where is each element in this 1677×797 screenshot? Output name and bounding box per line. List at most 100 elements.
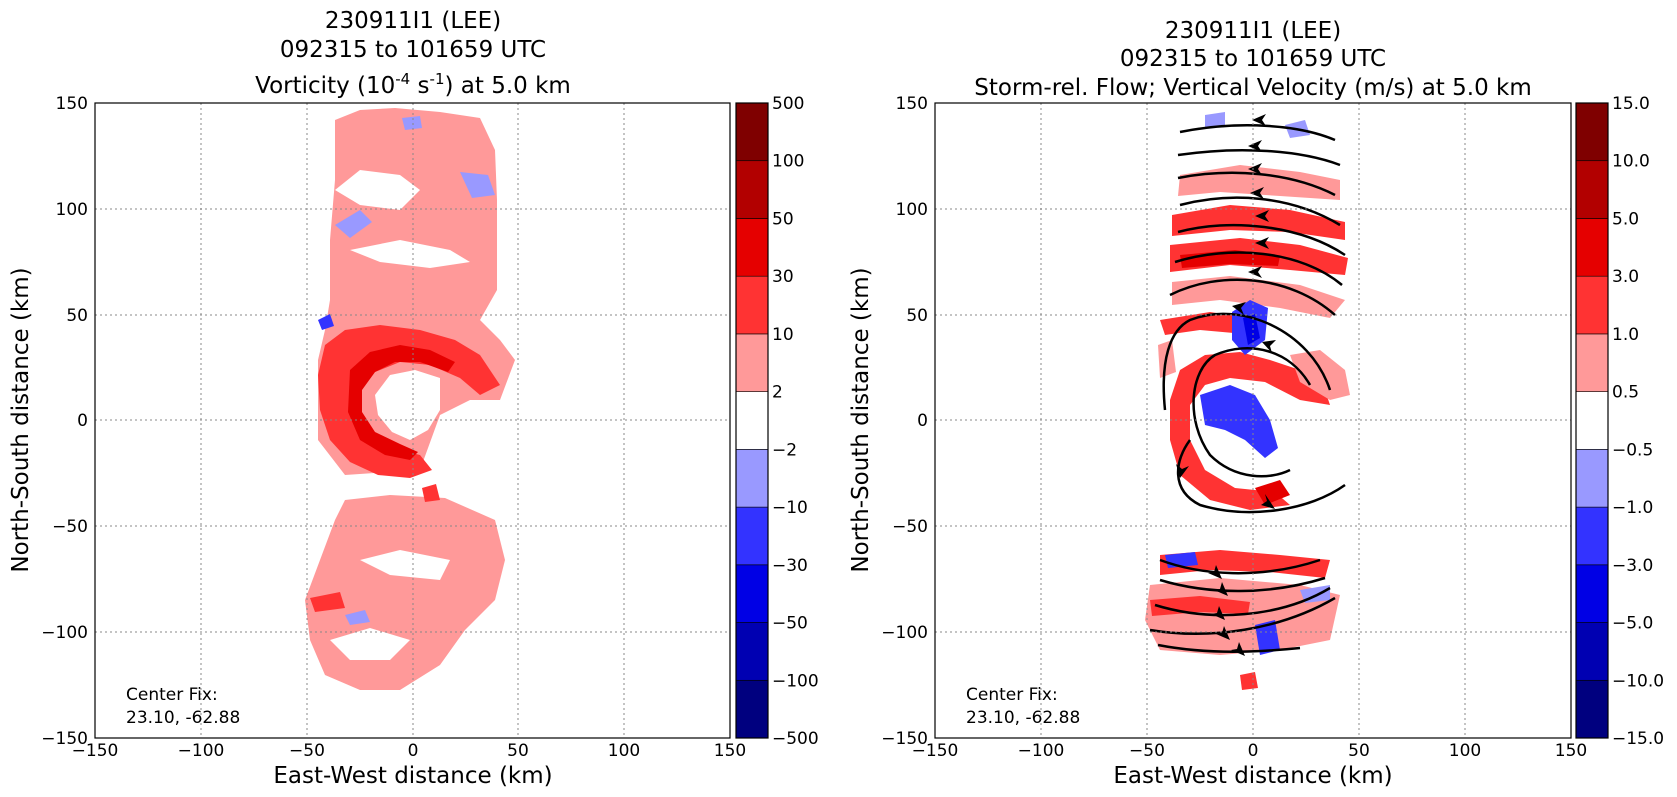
- right-y-ticks: −150 −100 −50 0 50 100 150: [881, 94, 928, 749]
- left-ytick: 50: [66, 306, 88, 326]
- right-ytick: 0: [917, 411, 928, 431]
- left-ytick: 100: [56, 200, 88, 220]
- left-xtick: 100: [608, 741, 640, 761]
- right-xtick: 50: [1348, 741, 1370, 761]
- colorbar-segment: [735, 622, 769, 681]
- colorbar-tick-label: 5.0: [1612, 209, 1639, 229]
- colorbar-segment: [1575, 506, 1609, 566]
- left-title-3-sup1: -4: [395, 70, 410, 88]
- right-center-fix-value: 23.10, -62.88: [966, 708, 1080, 728]
- streamline: [1174, 251, 1343, 286]
- right-colorbar: [1575, 102, 1609, 739]
- colorbar-segment: [1575, 679, 1609, 739]
- colorbar-tick-label: −1.0: [1612, 498, 1653, 518]
- colorbar-segment: [1575, 160, 1609, 219]
- right-x-axis-label: East-West distance (km): [1113, 763, 1392, 789]
- arrowhead: [1261, 494, 1275, 509]
- colorbar-tick-label: −10.0: [1612, 671, 1664, 691]
- left-xtick: −100: [178, 741, 225, 761]
- left-ytick: −50: [52, 517, 88, 537]
- arrowhead: [1248, 140, 1262, 152]
- left-panel: 230911I1 (LEE) 092315 to 101659 UTC Vort…: [8, 8, 819, 789]
- streamline: [1179, 124, 1336, 142]
- right-plot-frame: [934, 102, 1572, 739]
- streamline: [1176, 439, 1346, 514]
- right-ww-eyewall-darkred: [1255, 480, 1290, 505]
- arrowhead: [1211, 606, 1225, 620]
- left-colorbar-ticks: −500 −100 −50 −30 −10 −2 2 10 30 50 100 500: [772, 94, 819, 749]
- colorbar-segment: [1575, 333, 1609, 392]
- colorbar-segment: [735, 391, 769, 450]
- streamline: [1169, 278, 1336, 316]
- left-white-streak-3: [360, 550, 450, 580]
- right-grid: [935, 103, 1571, 738]
- colorbar-tick-label: −2: [772, 440, 797, 460]
- colorbar-segment: [1575, 391, 1609, 450]
- colorbar-segment: [1575, 102, 1609, 162]
- left-blue-patch-2: [460, 172, 495, 198]
- left-title-3-post: ) at 5.0 km: [445, 73, 571, 99]
- left-title-3-sup2: -1: [430, 70, 445, 88]
- arrowhead: [1231, 642, 1245, 656]
- left-plot-frame: [94, 102, 731, 739]
- colorbar-tick-label: −100: [772, 671, 819, 691]
- colorbar-tick-label: 30: [772, 267, 794, 287]
- right-ww-eyewall-red: [1170, 352, 1330, 510]
- colorbar-segment: [735, 160, 769, 219]
- right-ww-red-1: [1172, 205, 1345, 240]
- streamline: [1162, 312, 1332, 411]
- right-ytick: 150: [896, 94, 928, 114]
- colorbar-segment: [735, 449, 769, 508]
- right-xtick: −100: [1018, 741, 1065, 761]
- right-ww-red-south-1: [1160, 550, 1330, 578]
- colorbar-segment: [1575, 564, 1609, 623]
- streamline: [1179, 196, 1341, 227]
- right-ww-pink-east: [1290, 350, 1350, 400]
- colorbar-tick-label: −3.0: [1612, 556, 1653, 576]
- right-ww-red-tail: [1240, 672, 1258, 690]
- left-grid: [95, 103, 730, 738]
- right-colorbar-ticks: −15.0 −10.0 −5.0 −3.0 −1.0 −0.5 0.5 1.0 3.0 5.0 10…: [1612, 94, 1664, 749]
- arrowhead: [1214, 582, 1228, 596]
- left-ytick: 0: [77, 411, 88, 431]
- left-center-fix-value: 23.10, -62.88: [126, 708, 240, 728]
- colorbar-tick-label: 10: [772, 325, 794, 345]
- colorbar-tick-label: 0.5: [1612, 383, 1639, 403]
- colorbar-tick-label: 500: [772, 94, 804, 114]
- right-streamline-arrowheads: [1176, 114, 1276, 656]
- colorbar-segment: [735, 679, 769, 739]
- colorbar-segment: [735, 506, 769, 566]
- left-blue-patch-4: [345, 610, 370, 625]
- colorbar-tick-label: 10.0: [1612, 152, 1650, 172]
- right-ytick: 100: [896, 200, 928, 220]
- colorbar-tick-label: −500: [772, 729, 819, 749]
- right-xtick: −50: [1129, 741, 1165, 761]
- left-xtick: 50: [507, 741, 529, 761]
- right-ytick: 50: [906, 306, 928, 326]
- streamline: [1192, 347, 1312, 478]
- colorbar-frame: [1575, 102, 1609, 739]
- colorbar-segment: [735, 275, 769, 335]
- streamline: [1177, 171, 1336, 197]
- right-ww-blue-north-dark: [1243, 314, 1260, 345]
- streamline: [1177, 223, 1346, 257]
- left-title-line-2: 092315 to 101659 UTC: [280, 37, 546, 63]
- colorbar-segment: [735, 218, 769, 277]
- right-title-line-3: Storm-rel. Flow; Vertical Velocity (m/s)…: [974, 75, 1532, 101]
- streamline: [1149, 596, 1336, 635]
- left-vorticity-core-white: [375, 370, 440, 440]
- left-title-3-pre: Vorticity (10: [255, 73, 395, 99]
- arrowhead: [1250, 187, 1264, 199]
- arrowhead: [1232, 302, 1246, 315]
- arrowhead: [1248, 266, 1262, 278]
- left-blue-patch-1: [335, 210, 372, 238]
- colorbar-tick-label: 3.0: [1612, 267, 1639, 287]
- left-colorbar: [735, 102, 769, 739]
- colorbar-tick-label: 2: [772, 383, 783, 403]
- right-center-fix-label: Center Fix:: [966, 685, 1058, 705]
- colorbar-tick-label: −5.0: [1612, 614, 1653, 634]
- right-title-line-2: 092315 to 101659 UTC: [1120, 46, 1386, 72]
- colorbar-segment: [735, 102, 769, 162]
- colorbar-tick-label: −0.5: [1612, 440, 1653, 460]
- left-blue-patch-5: [318, 314, 334, 330]
